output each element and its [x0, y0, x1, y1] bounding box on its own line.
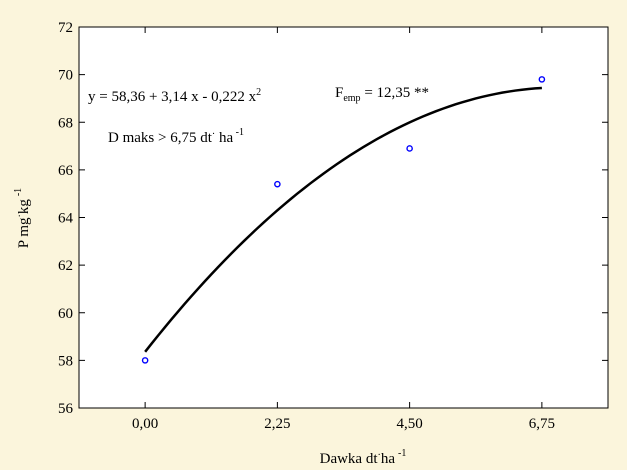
dmaks-text: D maks > 6,75 dt	[108, 130, 213, 146]
x-tick-label: 2,25	[264, 416, 290, 432]
femp-main: F	[335, 85, 343, 101]
data-point	[141, 357, 149, 364]
x-tick-label: 0,00	[132, 416, 158, 432]
y-axis-label: P mg·kg -1	[13, 188, 32, 248]
y-tick-label: 72	[58, 20, 73, 36]
y-tick-label: 62	[58, 258, 73, 274]
femp-value: = 12,35 **	[361, 85, 429, 101]
x-tick-label: 6,75	[529, 416, 555, 432]
y-tick-label: 70	[58, 68, 73, 84]
y-label-unit: kg	[16, 199, 32, 215]
regression-curve	[144, 86, 542, 353]
equation-text: y = 58,36 + 3,14 x - 0,222 x	[88, 89, 257, 105]
data-point	[274, 180, 281, 188]
y-tick-label: 58	[58, 353, 73, 369]
dmaks-dot: ·	[212, 129, 215, 140]
y-tick-label: 60	[58, 306, 73, 322]
x-label-unit: ha	[381, 451, 396, 467]
equation-annotation: y = 58,36 + 3,14 x - 0,222 x2	[88, 87, 261, 105]
y-tick-label: 66	[58, 163, 74, 179]
data-points	[141, 76, 546, 364]
y-label-main: P mg	[16, 217, 32, 248]
x-axis-ticks: 0,00 2,25 4,50 6,75	[132, 27, 555, 432]
dmaks-annotation: D maks > 6,75 dt· ha -1	[108, 127, 244, 146]
femp-subscript: emp	[343, 93, 360, 104]
femp-annotation: Femp = 12,35 **	[335, 85, 429, 104]
y-label-exponent: -1	[13, 188, 24, 196]
equation-exponent: 2	[256, 87, 261, 98]
y-tick-label: 68	[58, 115, 73, 131]
data-point	[538, 76, 546, 83]
dmaks-exponent: -1	[233, 127, 244, 138]
y-axis-ticks: 56 58 60 62 64 66 68 70 72	[58, 20, 608, 417]
y-label-dot: ·	[15, 214, 26, 217]
x-label-exponent: -1	[398, 448, 406, 459]
x-label-dot: ·	[378, 450, 381, 461]
plot-area	[78, 26, 609, 409]
data-point	[406, 145, 413, 152]
x-tick-label: 4,50	[397, 416, 423, 432]
x-axis-label: Dawka dt·ha -1	[320, 448, 407, 467]
x-label-main: Dawka dt	[320, 451, 379, 467]
dmaks-unit: ha	[215, 130, 233, 146]
y-tick-label: 56	[58, 401, 74, 417]
y-tick-label: 64	[58, 211, 74, 227]
